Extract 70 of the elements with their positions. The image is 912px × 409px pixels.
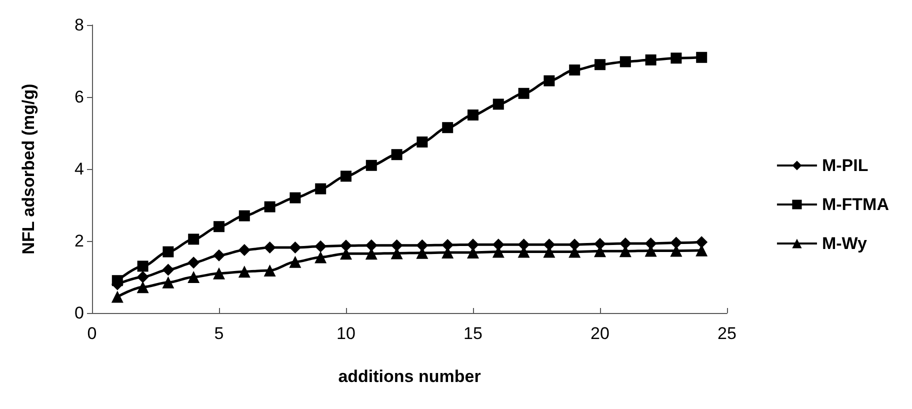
point (416, 239, 428, 252)
point (314, 240, 327, 252)
point (136, 281, 149, 294)
x-tick-label: 0 (87, 324, 97, 343)
point (289, 256, 302, 268)
point (594, 238, 606, 250)
point (264, 201, 276, 212)
point (442, 238, 454, 251)
point (188, 234, 200, 245)
point (492, 98, 504, 110)
point (492, 238, 504, 251)
y-tick-label: 4 (74, 160, 84, 178)
point (442, 122, 454, 134)
point (391, 149, 402, 160)
point (467, 238, 479, 251)
point (213, 267, 225, 280)
point (518, 88, 530, 99)
point (162, 246, 174, 258)
y-tick-label: 6 (74, 88, 84, 106)
y-tick-label: 8 (74, 16, 84, 34)
point (290, 192, 301, 204)
point (568, 238, 581, 251)
point (314, 251, 327, 264)
point (162, 276, 174, 288)
point (696, 52, 708, 63)
point (238, 210, 250, 222)
point (670, 236, 682, 249)
point (544, 75, 555, 86)
x-axis-title: additions number (338, 367, 482, 386)
point (366, 160, 377, 171)
x-tick-label: 5 (214, 324, 224, 343)
point (111, 290, 124, 303)
point (162, 264, 174, 276)
point (543, 238, 556, 251)
point (569, 64, 580, 76)
legend-label: M-PIL (822, 156, 868, 175)
point (340, 170, 352, 182)
point (188, 256, 200, 269)
point (264, 264, 276, 277)
x-tick-label: 20 (590, 324, 610, 343)
point (264, 241, 276, 254)
point (289, 241, 302, 254)
point (594, 59, 606, 70)
point (645, 54, 656, 66)
y-tick-label: 2 (74, 232, 84, 250)
point (696, 236, 708, 248)
y-tick-label: 0 (74, 304, 84, 322)
legend-label: M-FTMA (822, 195, 889, 214)
point (518, 238, 530, 251)
y-axis-title: NFL adsorbed (mg/g) (19, 84, 38, 254)
legend-label: M-Wy (822, 234, 868, 253)
point (340, 240, 352, 252)
point (238, 266, 250, 278)
x-tick-label: 15 (464, 324, 482, 343)
point (238, 244, 250, 256)
point (136, 271, 149, 283)
x-tick-label: 10 (336, 324, 356, 343)
point (365, 239, 378, 252)
point (390, 239, 403, 252)
point (670, 52, 682, 64)
point (416, 136, 428, 148)
point (619, 238, 632, 250)
point (188, 271, 200, 283)
point (137, 260, 148, 272)
point (315, 183, 326, 194)
point (620, 56, 631, 68)
point (468, 110, 478, 120)
x-tick-label: 25 (718, 324, 736, 343)
point (213, 249, 225, 262)
point (214, 221, 224, 232)
